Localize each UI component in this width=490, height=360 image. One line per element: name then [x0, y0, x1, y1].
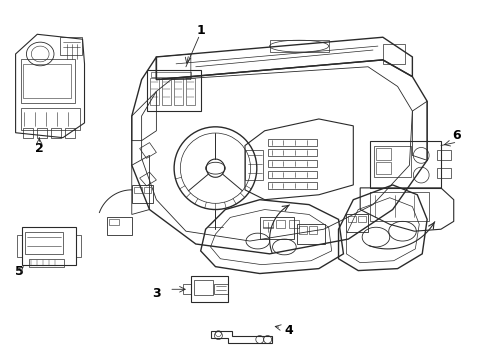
- Bar: [383, 44, 405, 64]
- Bar: [260, 217, 294, 239]
- Bar: [194, 280, 214, 295]
- Bar: [24, 128, 33, 138]
- Bar: [370, 192, 429, 221]
- Bar: [268, 182, 317, 189]
- Bar: [107, 217, 132, 235]
- Bar: [275, 220, 285, 228]
- Bar: [268, 139, 317, 145]
- Bar: [437, 168, 451, 178]
- Bar: [151, 72, 191, 77]
- Bar: [75, 235, 80, 257]
- Bar: [21, 59, 74, 103]
- Bar: [132, 185, 153, 203]
- Bar: [346, 215, 368, 232]
- Bar: [245, 150, 263, 180]
- Bar: [376, 162, 391, 174]
- Bar: [268, 149, 317, 156]
- Bar: [374, 145, 412, 177]
- Bar: [191, 276, 228, 302]
- Bar: [22, 227, 75, 265]
- Bar: [358, 216, 366, 222]
- Text: 3: 3: [152, 287, 161, 300]
- Bar: [268, 160, 317, 167]
- Bar: [51, 128, 61, 138]
- Bar: [309, 226, 317, 234]
- Text: 4: 4: [285, 324, 294, 337]
- Bar: [144, 187, 151, 193]
- Bar: [263, 220, 272, 228]
- Bar: [17, 235, 22, 257]
- Bar: [215, 284, 228, 294]
- Bar: [162, 78, 171, 105]
- Bar: [289, 220, 299, 228]
- Bar: [60, 37, 81, 55]
- Bar: [147, 70, 201, 111]
- Bar: [65, 128, 74, 138]
- Bar: [134, 187, 142, 193]
- Text: 2: 2: [35, 142, 44, 155]
- Bar: [150, 78, 159, 105]
- Bar: [270, 40, 329, 52]
- Bar: [37, 128, 47, 138]
- Bar: [29, 259, 64, 267]
- Bar: [21, 108, 79, 130]
- Bar: [183, 284, 191, 294]
- Bar: [376, 148, 391, 160]
- Text: 6: 6: [452, 129, 461, 142]
- Bar: [186, 78, 195, 105]
- Bar: [297, 224, 325, 244]
- Bar: [370, 141, 441, 188]
- Bar: [437, 150, 451, 160]
- Text: 5: 5: [15, 265, 24, 278]
- Bar: [25, 232, 63, 254]
- Text: 1: 1: [196, 24, 205, 37]
- Bar: [109, 219, 119, 225]
- Bar: [268, 171, 317, 178]
- Bar: [174, 78, 183, 105]
- Bar: [348, 216, 356, 222]
- Bar: [299, 226, 307, 234]
- Bar: [24, 64, 71, 98]
